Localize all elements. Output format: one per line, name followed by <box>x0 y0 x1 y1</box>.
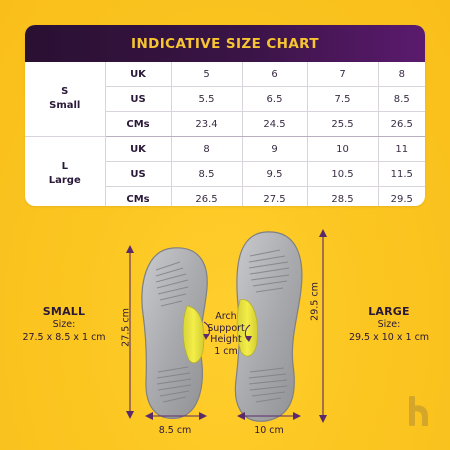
group-name: Large <box>48 174 81 186</box>
table-row: CMs 23.4 24.5 25.5 26.5 <box>25 111 425 137</box>
large-size-value: 29.5 x 10 x 1 cm <box>348 332 430 343</box>
group-label-small: S Small <box>25 62 106 137</box>
small-size-caption: Size: <box>52 319 76 330</box>
size-chart-header: INDICATIVE SIZE CHART <box>25 25 425 62</box>
size-chart-card: INDICATIVE SIZE CHART S Small UK 5 6 7 8… <box>25 25 425 206</box>
arch-line: 1 cm <box>214 345 238 357</box>
large-width-label: 10 cm <box>254 425 284 436</box>
size-chart-title: INDICATIVE SIZE CHART <box>131 35 319 52</box>
large-size-caption: Size: <box>377 319 401 330</box>
table-row: US 5.5 6.5 7.5 8.5 <box>25 86 425 112</box>
large-size-info: LARGE Size: 29.5 x 10 x 1 cm <box>328 305 450 344</box>
size-cell: 24.5 <box>241 111 308 137</box>
group-code: L <box>61 160 68 172</box>
arch-line: Support <box>207 322 245 334</box>
unit-cell: US <box>105 161 172 187</box>
group-code: S <box>61 86 69 97</box>
size-cell: 5.5 <box>170 86 243 112</box>
size-cell: 9 <box>241 136 308 162</box>
table-row: L Large UK 8 9 10 11 <box>25 136 425 206</box>
dimension-arrows <box>126 229 327 423</box>
brand-logo-icon <box>409 396 428 426</box>
size-cell: 6.5 <box>241 86 308 112</box>
size-cell: 11.5 <box>377 161 425 187</box>
size-cell: 10.5 <box>306 161 379 187</box>
small-title: SMALL <box>42 305 86 318</box>
small-size-info: SMALL Size: 27.5 x 8.5 x 1 cm <box>0 305 128 344</box>
arch-line: Height <box>210 334 242 345</box>
size-cell: 8 <box>170 136 243 162</box>
size-cell: 26.5 <box>377 111 425 137</box>
small-size-value: 27.5 x 8.5 x 1 cm <box>22 332 106 343</box>
arch-line: Arch <box>215 311 237 322</box>
table-row: US 8.5 9.5 10.5 11.5 <box>25 161 425 187</box>
size-cell: 8.5 <box>170 161 243 187</box>
unit-cell: US <box>105 86 172 112</box>
unit-cell: CMs <box>105 111 172 137</box>
large-title: LARGE <box>368 305 410 318</box>
arch-support-label: Arch Support Height 1 cm <box>196 311 256 357</box>
table-row: CMs 26.5 27.5 28.5 29.5 <box>25 186 425 206</box>
large-insole <box>234 231 303 422</box>
small-width-label: 8.5 cm <box>158 425 192 436</box>
size-table: S Small UK 5 6 7 8 US 5.5 6.5 7.5 8.5 CM… <box>25 62 425 206</box>
size-cell: 29.5 <box>377 186 425 206</box>
group-label-large: L Large <box>25 136 106 206</box>
small-insole <box>141 247 208 419</box>
size-cell: 9.5 <box>241 161 308 187</box>
large-length-label: 29.5 cm <box>309 282 321 321</box>
group-name: Small <box>49 100 81 111</box>
